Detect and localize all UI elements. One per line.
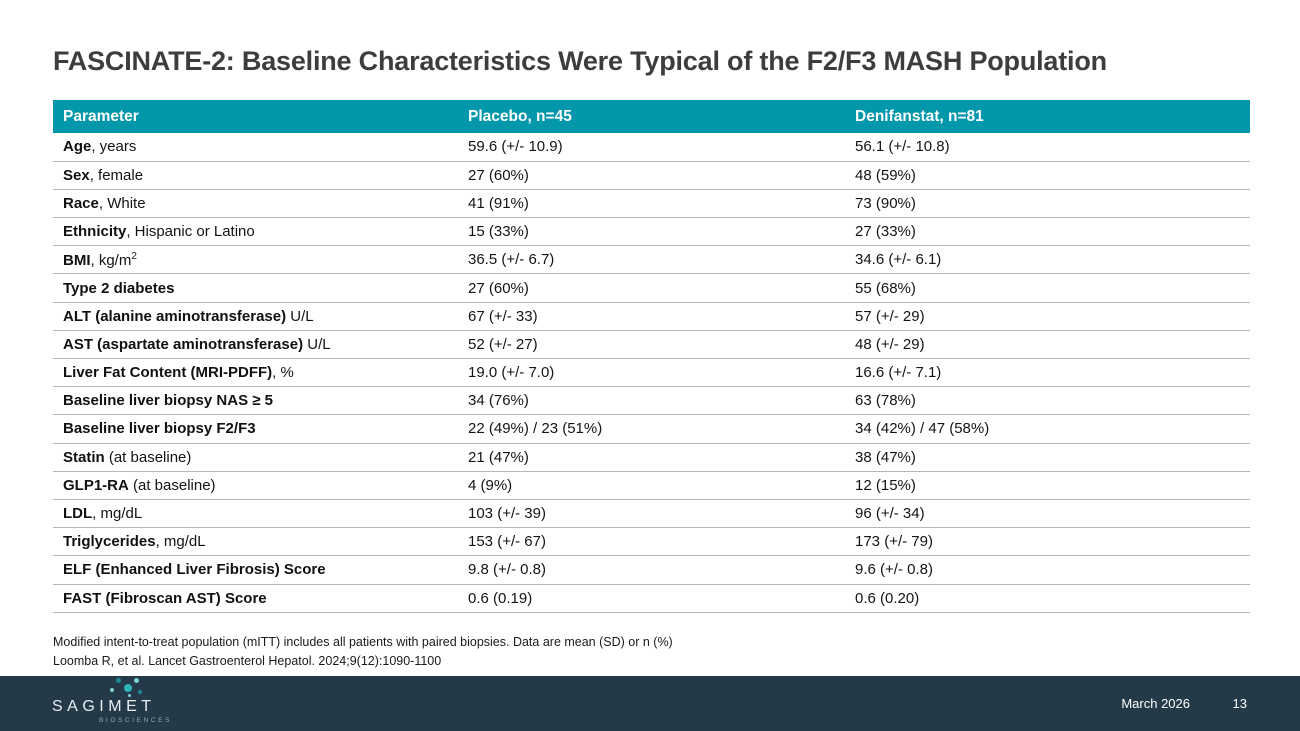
logo-wordmark: SAGIMET bbox=[52, 698, 156, 715]
placebo-value-cell: 9.8 (+/- 0.8) bbox=[468, 555, 855, 585]
denifanstat-value-cell: 9.6 (+/- 0.8) bbox=[855, 555, 1250, 585]
denifanstat-value-cell: 63 (78%) bbox=[855, 386, 1250, 416]
table-row: BMI, kg/m2 36.5 (+/- 6.7) 34.6 (+/- 6.1) bbox=[53, 245, 1250, 275]
denifanstat-value-cell: 56.1 (+/- 10.8) bbox=[855, 133, 1250, 162]
placebo-value-cell: 19.0 (+/- 7.0) bbox=[468, 358, 855, 388]
denifanstat-value-cell: 34.6 (+/- 6.1) bbox=[855, 245, 1250, 275]
page-number: 13 bbox=[1232, 696, 1247, 711]
denifanstat-value-cell: 34 (42%) / 47 (58%) bbox=[855, 414, 1250, 444]
molecule-dot bbox=[124, 684, 132, 692]
denifanstat-value-cell: 16.6 (+/- 7.1) bbox=[855, 358, 1250, 388]
placebo-value-cell: 34 (76%) bbox=[468, 386, 855, 416]
denifanstat-value-cell: 173 (+/- 79) bbox=[855, 527, 1250, 557]
placebo-value-cell: 59.6 (+/- 10.9) bbox=[468, 133, 855, 162]
molecule-dot bbox=[128, 694, 131, 697]
molecule-dot bbox=[134, 678, 139, 683]
denifanstat-value-cell: 0.6 (0.20) bbox=[855, 584, 1250, 613]
placebo-value-cell: 41 (91%) bbox=[468, 189, 855, 219]
parameter-cell: BMI, kg/m2 bbox=[53, 245, 468, 275]
denifanstat-value-cell: 38 (47%) bbox=[855, 443, 1250, 472]
table-row: Type 2 diabetes 27 (60%) 55 (68%) bbox=[53, 273, 1250, 303]
parameter-cell: Triglycerides, mg/dL bbox=[53, 527, 468, 557]
table-row: ALT (alanine aminotransferase) U/L 67 (+/… bbox=[53, 302, 1250, 331]
parameter-cell: Age, years bbox=[53, 133, 468, 162]
table-row: Statin (at baseline) 21 (47%) 38 (47%) bbox=[53, 443, 1250, 472]
slide-title: FASCINATE-2: Baseline Characteristics We… bbox=[53, 46, 1107, 76]
table-row: Liver Fat Content (MRI-PDFF), % 19.0 (+/-… bbox=[53, 358, 1250, 388]
denifanstat-value-cell: 48 (59%) bbox=[855, 161, 1250, 190]
molecule-dots-icon bbox=[108, 678, 152, 700]
table-header-row: Parameter Placebo, n=45 Denifanstat, n=8… bbox=[53, 100, 1250, 133]
table-row: Ethnicity, Hispanic or Latino 15 (33%) 27 … bbox=[53, 217, 1250, 247]
column-header-denifanstat: Denifanstat, n=81 bbox=[855, 100, 1250, 133]
table-row: Race, White 41 (91%) 73 (90%) bbox=[53, 189, 1250, 219]
parameter-cell: Statin (at baseline) bbox=[53, 443, 468, 472]
denifanstat-value-cell: 96 (+/- 34) bbox=[855, 499, 1250, 529]
parameter-cell: Baseline liver biopsy F2/F3 bbox=[53, 414, 468, 444]
footer-date: March 2026 bbox=[1121, 696, 1190, 711]
placebo-value-cell: 0.6 (0.19) bbox=[468, 584, 855, 613]
table-body: Age, years 59.6 (+/- 10.9) 56.1 (+/- 10.8)… bbox=[53, 133, 1250, 613]
parameter-cell: Type 2 diabetes bbox=[53, 273, 468, 303]
column-header-placebo: Placebo, n=45 bbox=[468, 100, 855, 133]
denifanstat-value-cell: 12 (15%) bbox=[855, 471, 1250, 500]
denifanstat-value-cell: 55 (68%) bbox=[855, 273, 1250, 303]
placebo-value-cell: 4 (9%) bbox=[468, 471, 855, 500]
table-row: LDL, mg/dL 103 (+/- 39) 96 (+/- 34) bbox=[53, 499, 1250, 529]
column-header-parameter: Parameter bbox=[53, 100, 468, 133]
placebo-value-cell: 27 (60%) bbox=[468, 273, 855, 303]
placebo-value-cell: 22 (49%) / 23 (51%) bbox=[468, 414, 855, 444]
parameter-cell: FAST (Fibroscan AST) Score bbox=[53, 584, 468, 613]
logo-subtitle: BIOSCIENCES bbox=[99, 717, 173, 724]
placebo-value-cell: 67 (+/- 33) bbox=[468, 302, 855, 331]
placebo-value-cell: 21 (47%) bbox=[468, 443, 855, 472]
table-row: GLP1-RA (at baseline) 4 (9%) 12 (15%) bbox=[53, 471, 1250, 500]
footnote-population: Modified intent-to-treat population (mIT… bbox=[53, 635, 673, 649]
denifanstat-value-cell: 48 (+/- 29) bbox=[855, 330, 1250, 360]
footnote-citation: Loomba R, et al. Lancet Gastroenterol He… bbox=[53, 654, 442, 668]
parameter-cell: GLP1-RA (at baseline) bbox=[53, 471, 468, 500]
placebo-value-cell: 15 (33%) bbox=[468, 217, 855, 247]
parameter-cell: ALT (alanine aminotransferase) U/L bbox=[53, 302, 468, 331]
parameter-cell: Ethnicity, Hispanic or Latino bbox=[53, 217, 468, 247]
placebo-value-cell: 36.5 (+/- 6.7) bbox=[468, 245, 855, 275]
parameter-cell: AST (aspartate aminotransferase) U/L bbox=[53, 330, 468, 360]
placebo-value-cell: 153 (+/- 67) bbox=[468, 527, 855, 557]
parameter-cell: LDL, mg/dL bbox=[53, 499, 468, 529]
denifanstat-value-cell: 27 (33%) bbox=[855, 217, 1250, 247]
parameter-cell: Liver Fat Content (MRI-PDFF), % bbox=[53, 358, 468, 388]
placebo-value-cell: 103 (+/- 39) bbox=[468, 499, 855, 529]
molecule-dot bbox=[116, 678, 121, 683]
table-row: FAST (Fibroscan AST) Score 0.6 (0.19) 0.6 … bbox=[53, 584, 1250, 613]
parameter-cell: Baseline liver biopsy NAS ≥ 5 bbox=[53, 386, 468, 416]
placebo-value-cell: 52 (+/- 27) bbox=[468, 330, 855, 360]
table-row: ELF (Enhanced Liver Fibrosis) Score 9.8 (… bbox=[53, 555, 1250, 585]
slide-footer-bar: SAGIMET BIOSCIENCES March 2026 13 bbox=[0, 676, 1300, 731]
table-row: Age, years 59.6 (+/- 10.9) 56.1 (+/- 10.8) bbox=[53, 133, 1250, 162]
molecule-dot bbox=[138, 690, 142, 694]
denifanstat-value-cell: 73 (90%) bbox=[855, 189, 1250, 219]
table-row: Triglycerides, mg/dL 153 (+/- 67) 173 (+/-… bbox=[53, 527, 1250, 557]
molecule-dot bbox=[110, 688, 114, 692]
parameter-cell: ELF (Enhanced Liver Fibrosis) Score bbox=[53, 555, 468, 585]
table-row: Baseline liver biopsy F2/F3 22 (49%) / 23… bbox=[53, 414, 1250, 444]
table-row: Baseline liver biopsy NAS ≥ 5 34 (76%) 63 … bbox=[53, 386, 1250, 416]
denifanstat-value-cell: 57 (+/- 29) bbox=[855, 302, 1250, 331]
sagimet-logo: SAGIMET BIOSCIENCES bbox=[52, 678, 212, 726]
parameter-cell: Sex, female bbox=[53, 161, 468, 190]
parameter-cell: Race, White bbox=[53, 189, 468, 219]
baseline-characteristics-table: Parameter Placebo, n=45 Denifanstat, n=8… bbox=[53, 100, 1250, 613]
placebo-value-cell: 27 (60%) bbox=[468, 161, 855, 190]
table-row: Sex, female 27 (60%) 48 (59%) bbox=[53, 161, 1250, 190]
table-row: AST (aspartate aminotransferase) U/L 52 (… bbox=[53, 330, 1250, 360]
